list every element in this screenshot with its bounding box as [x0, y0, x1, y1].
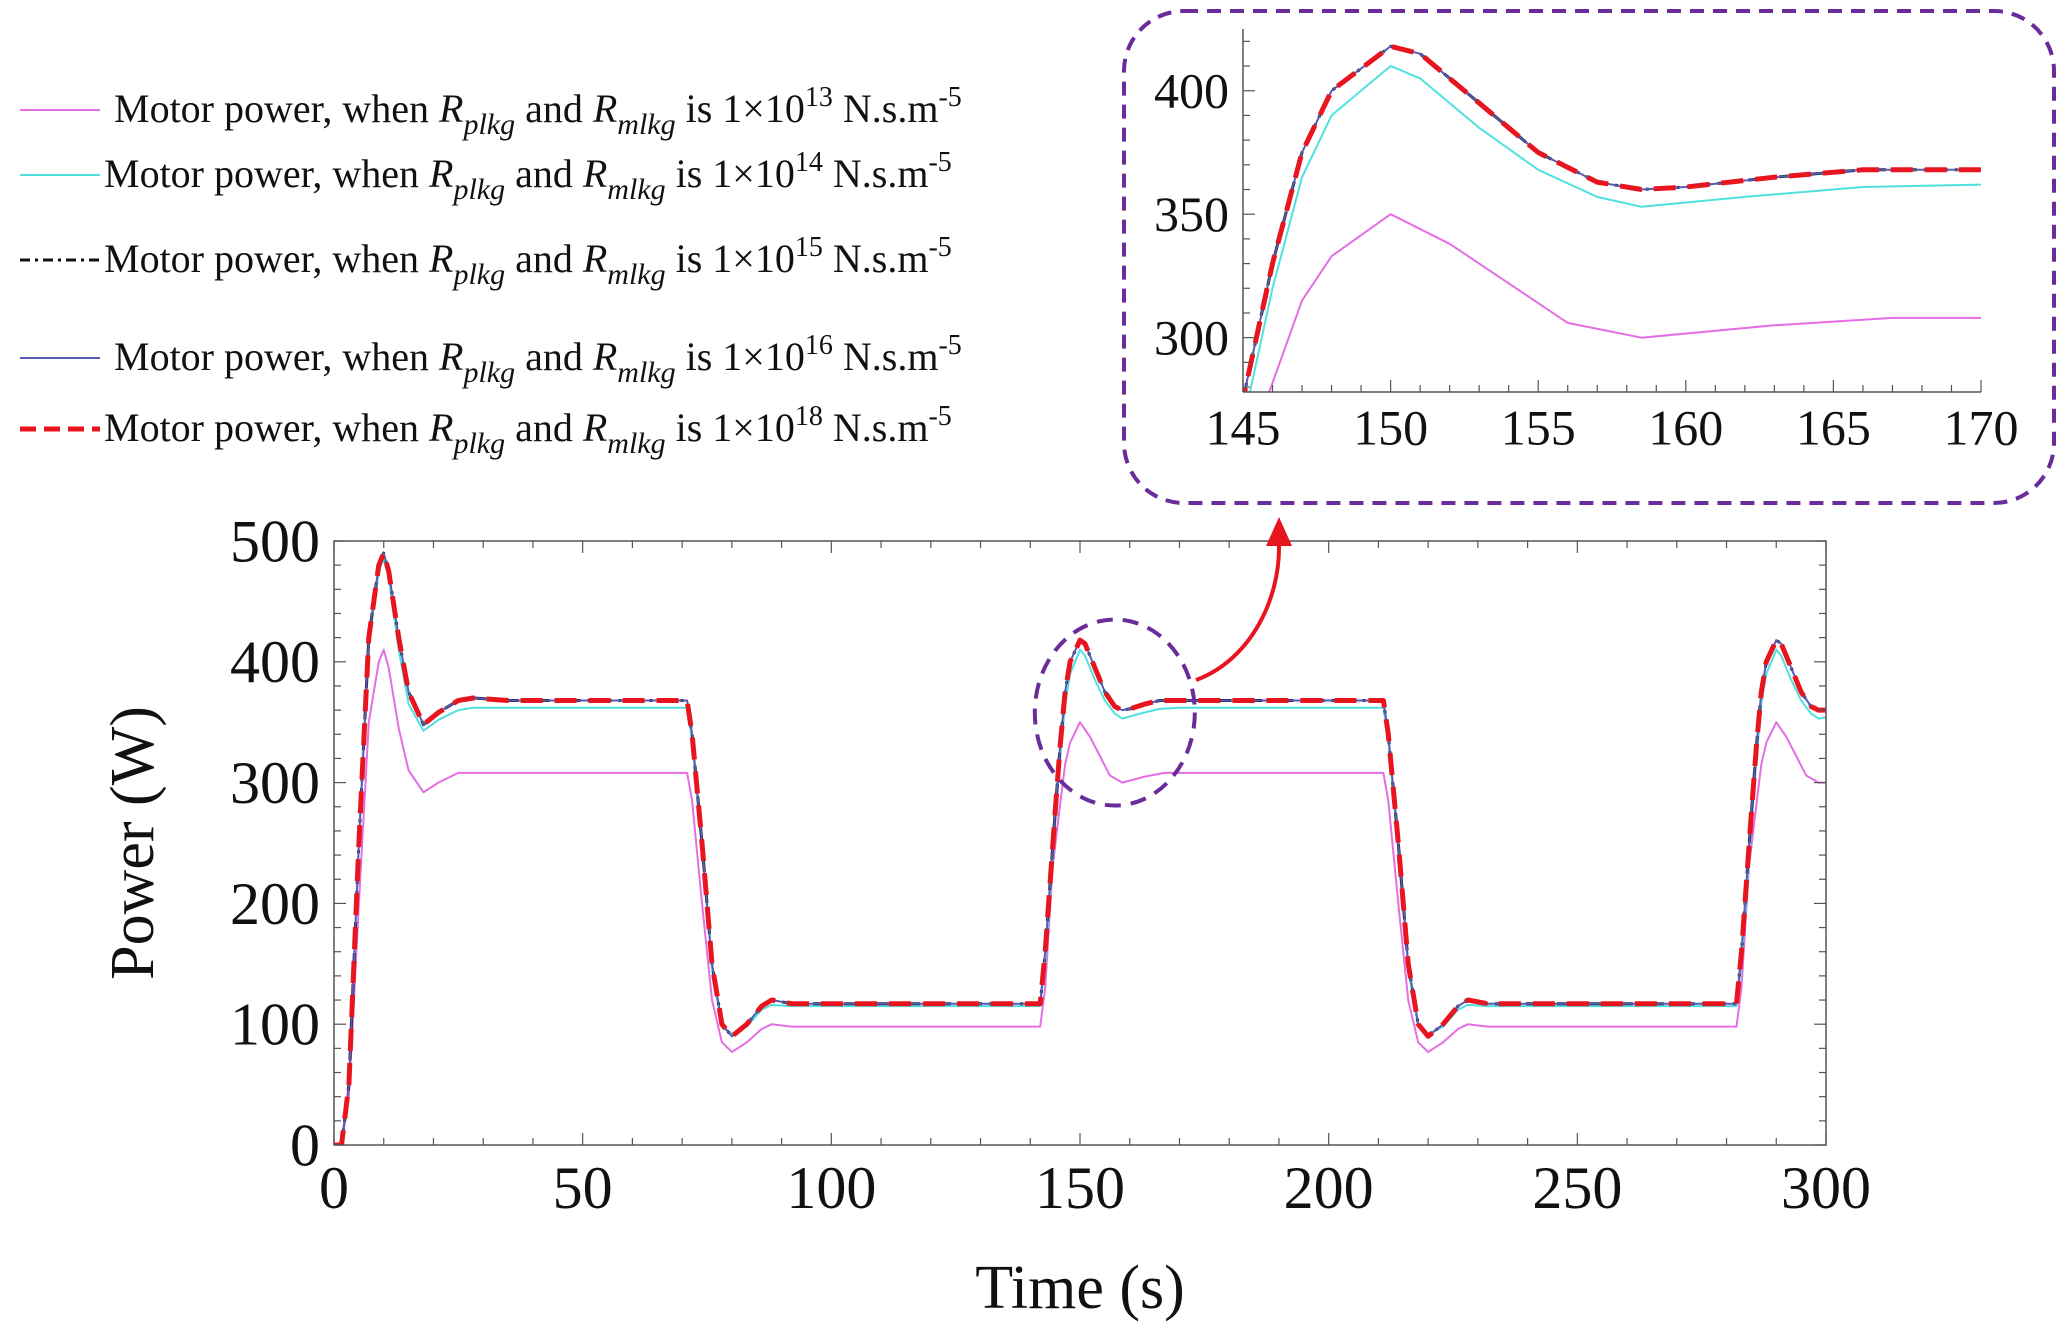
main-plot: 0 50 100 150 200 250 300 0 100 200 300 400 500	[230, 508, 1871, 1221]
main-x-tick-label: 200	[1284, 1155, 1374, 1221]
zoom-highlight-ellipse	[1032, 617, 1197, 808]
main-x-tick-label: 250	[1532, 1155, 1622, 1221]
x-axis-label: Time (s)	[975, 1254, 1185, 1322]
main-x-tick-label: 100	[786, 1155, 876, 1221]
main-x-tick-label: 0	[319, 1155, 349, 1221]
legend-item-13: Motor power, when Rplkg and Rmlkg is 1×1…	[20, 82, 962, 141]
main-series-line-18	[334, 550, 1826, 1145]
inset-y-tick-label: 300	[1154, 310, 1229, 366]
y-axis-label: Power (W)	[99, 706, 167, 980]
legend-label: Motor power, when Rplkg and Rmlkg is 1×1…	[114, 330, 962, 389]
inset-series-line-13	[1268, 213, 1981, 392]
main-series-line-14	[334, 558, 1826, 1145]
inset-x-tick-label: 150	[1353, 400, 1428, 456]
inset-series-line-18	[1243, 43, 1981, 392]
inset-zoom-plot: 145 150 155 160 165 170 300 350 400	[1122, 9, 2056, 505]
legend: Motor power, when Rplkg and Rmlkg is 1×1…	[20, 82, 962, 460]
main-y-tick-label: 0	[290, 1112, 320, 1178]
main-y-tick-label: 500	[230, 508, 320, 574]
legend-label: Motor power, when Rplkg and Rmlkg is 1×1…	[114, 82, 962, 141]
main-y-tick-label: 200	[230, 871, 320, 937]
inset-x-tick-label: 160	[1648, 400, 1723, 456]
inset-x-tick-label: 145	[1206, 400, 1281, 456]
main-x-tick-label: 150	[1035, 1155, 1125, 1221]
main-frame	[333, 540, 1827, 1146]
legend-label: Motor power, when Rplkg and Rmlkg is 1×1…	[104, 232, 952, 291]
legend-item-14: Motor power, when Rplkg and Rmlkg is 1×1…	[20, 147, 952, 206]
inset-y-tick-label: 400	[1154, 63, 1229, 119]
legend-item-18: Motor power, when Rplkg and Rmlkg is 1×1…	[20, 401, 952, 460]
legend-item-15: Motor power, when Rplkg and Rmlkg is 1×1…	[20, 232, 952, 291]
main-y-tick-label: 100	[230, 992, 320, 1058]
zoom-arrow-head	[1266, 517, 1292, 546]
legend-label: Motor power, when Rplkg and Rmlkg is 1×1…	[104, 401, 952, 460]
main-y-tick-label: 400	[230, 629, 320, 695]
inset-x-tick-label: 155	[1501, 400, 1576, 456]
zoom-arrow	[1195, 544, 1282, 682]
inset-y-tick-label: 350	[1154, 186, 1229, 242]
main-series-line-13	[334, 648, 1826, 1145]
inset-x-tick-label: 165	[1796, 400, 1871, 456]
main-y-tick-label: 300	[230, 750, 320, 816]
inset-x-tick-label: 170	[1944, 400, 2019, 456]
main-x-tick-label: 300	[1781, 1155, 1871, 1221]
legend-item-16: Motor power, when Rplkg and Rmlkg is 1×1…	[20, 330, 962, 389]
inset-series-line-14	[1248, 65, 1981, 392]
legend-label: Motor power, when Rplkg and Rmlkg is 1×1…	[104, 147, 952, 206]
inset-frame	[1122, 9, 2056, 505]
main-x-tick-label: 50	[553, 1155, 613, 1221]
